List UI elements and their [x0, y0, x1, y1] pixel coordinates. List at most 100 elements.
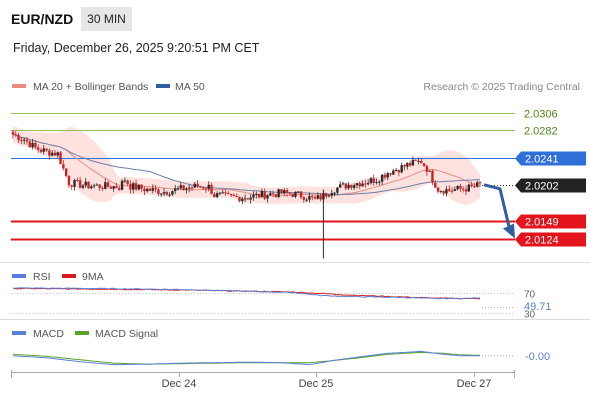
legend-swatch-ma50 — [156, 84, 170, 88]
ma50-line — [12, 134, 480, 195]
timeframe-button[interactable]: 30 MIN — [81, 7, 132, 31]
candle-body — [67, 175, 71, 186]
candle-body — [316, 195, 320, 199]
candle-body — [90, 186, 93, 189]
candle-body — [193, 183, 196, 188]
candle-body — [176, 188, 180, 190]
candle-body — [476, 182, 479, 187]
candle-body — [403, 165, 406, 167]
candle-body — [456, 185, 459, 190]
candle-body — [305, 199, 308, 201]
legend-swatch-ma20 — [12, 84, 26, 88]
timestamp: Friday, December 26, 2025 9:20:51 PM CET — [13, 41, 260, 55]
candle-body — [78, 180, 82, 188]
level-label-resistance: 2.0282 — [524, 126, 558, 138]
candle-body — [448, 189, 451, 191]
candle-body — [389, 173, 392, 175]
rsi-line — [12, 287, 481, 300]
candle-body — [299, 191, 303, 198]
last-price-tag — [515, 178, 586, 193]
candle-body — [59, 152, 62, 165]
candle-body — [473, 186, 476, 188]
candle-body — [283, 190, 286, 194]
candle-body — [36, 147, 40, 150]
legend-swatch-rsi — [12, 274, 26, 278]
candle-body — [252, 194, 255, 198]
candle-body — [118, 188, 121, 190]
candle-body — [417, 160, 420, 162]
rsi-ref-label: 70 — [524, 290, 536, 301]
candle-body — [201, 186, 205, 189]
candle-body — [420, 160, 423, 164]
candle-body — [56, 152, 59, 156]
candle-body — [364, 183, 367, 185]
candle-body — [450, 190, 454, 192]
candle-body — [190, 187, 194, 189]
legend-label-macd: MACD — [33, 328, 64, 340]
candle-body — [137, 184, 141, 190]
candle-body — [274, 194, 278, 197]
candle-body — [406, 163, 409, 167]
forecast-arrow-head — [503, 223, 515, 239]
candle-body — [302, 197, 306, 200]
candle-body — [470, 184, 473, 187]
candle-body — [294, 191, 297, 197]
candle-body — [255, 193, 258, 195]
candle-body — [17, 135, 20, 141]
candle-body — [369, 178, 373, 184]
candle-body — [291, 193, 294, 197]
candle-body — [394, 169, 398, 171]
candle-body — [344, 183, 347, 189]
candle-body — [20, 140, 23, 142]
candle-body — [146, 188, 149, 192]
candle-body — [269, 193, 272, 196]
candle-body — [157, 189, 160, 195]
candle-body — [48, 150, 51, 156]
macd-last-label: -0.00 — [525, 351, 550, 363]
level-label-support: 2.0124 — [525, 235, 559, 247]
candle-body — [42, 148, 45, 152]
candle-body — [338, 184, 342, 188]
candle-body — [288, 192, 292, 194]
candle-body — [31, 142, 34, 148]
candle-body — [333, 192, 336, 194]
candle-body — [297, 191, 300, 193]
legend-label-rsi: RSI — [33, 271, 51, 283]
legend-label-ma20: MA 20 + Bollinger Bands — [33, 81, 148, 93]
candle-body — [375, 182, 378, 184]
x-tick-label: Dec 25 — [299, 378, 334, 390]
candle-body — [25, 139, 29, 142]
candle-body — [355, 183, 359, 186]
x-tick-label: Dec 27 — [457, 378, 492, 390]
candle-body — [422, 163, 426, 166]
candle-body — [425, 165, 429, 172]
candle-body — [246, 198, 250, 200]
candle-body — [462, 188, 465, 190]
candle-body — [129, 183, 132, 190]
candle-body — [311, 196, 314, 198]
level-tag-support — [515, 232, 586, 247]
candle-body — [76, 180, 79, 182]
candle-body — [257, 193, 261, 198]
credit-text: Research © 2025 Trading Central — [423, 81, 580, 93]
candle-body — [179, 185, 182, 189]
candle-body — [95, 184, 99, 186]
candle-body — [453, 189, 457, 191]
rsi-last-label: 49.71 — [524, 301, 552, 313]
candle-body — [442, 190, 445, 194]
candle-body — [277, 189, 280, 197]
candle-body — [115, 186, 118, 189]
legend-swatch-macd — [12, 331, 26, 335]
candle-body — [210, 184, 213, 195]
candle-body — [204, 188, 208, 190]
candle-body — [414, 159, 417, 161]
symbol-title: EUR/NZD — [11, 11, 74, 27]
candle-body — [324, 193, 328, 197]
candle-body — [350, 184, 353, 188]
candles — [11, 129, 482, 204]
candle-body — [199, 186, 202, 188]
candle-body — [347, 184, 350, 189]
rsi-ref-label: 30 — [524, 310, 536, 321]
candle-body — [313, 197, 317, 199]
